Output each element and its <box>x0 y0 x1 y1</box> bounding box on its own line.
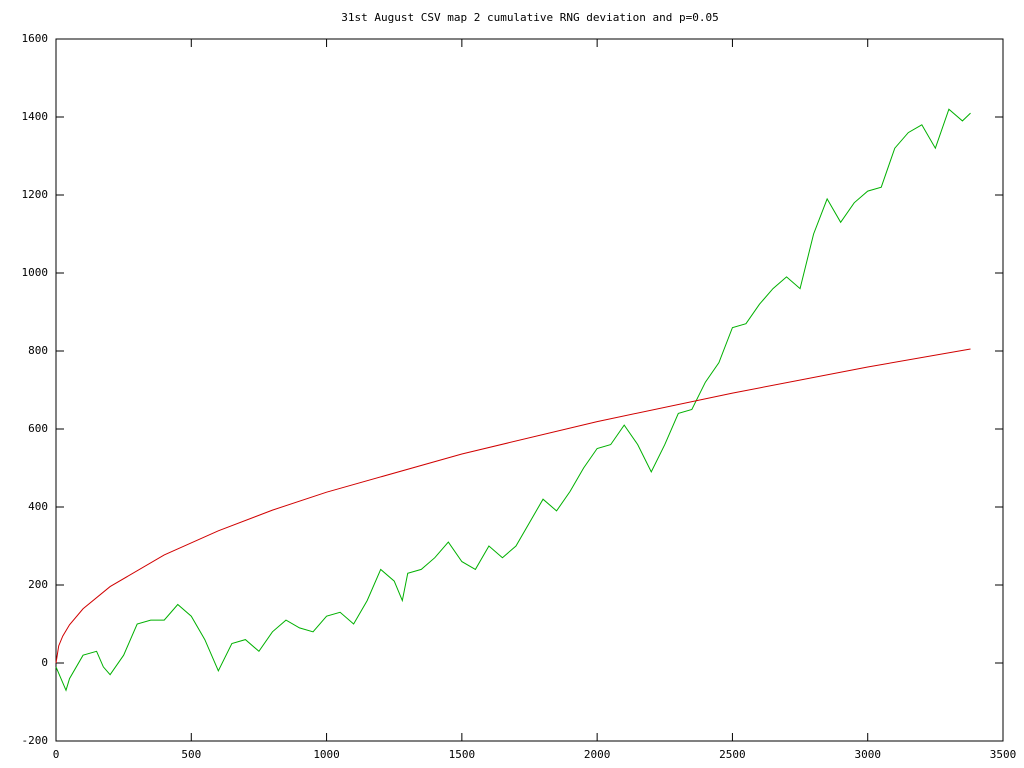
x-tick-label: 3500 <box>990 748 1017 761</box>
y-tick-label: 1000 <box>22 266 49 279</box>
x-tick-label: 1000 <box>313 748 340 761</box>
y-tick-label: 800 <box>28 344 48 357</box>
x-tick-label: 1500 <box>449 748 476 761</box>
data-line <box>55 108 971 692</box>
data-line <box>55 348 971 664</box>
y-tick-label: 1400 <box>22 110 49 123</box>
y-tick-label: -200 <box>22 734 49 747</box>
chart-title: 31st August CSV map 2 cumulative RNG dev… <box>341 11 719 24</box>
y-tick-label: 1600 <box>22 32 49 45</box>
x-tick-label: 3000 <box>854 748 881 761</box>
x-tick-label: 500 <box>181 748 201 761</box>
x-tick-label: 2500 <box>719 748 746 761</box>
y-tick-label: 0 <box>41 656 48 669</box>
x-tick-label: 0 <box>53 748 60 761</box>
y-tick-label: 400 <box>28 500 48 513</box>
x-tick-label: 2000 <box>584 748 611 761</box>
y-tick-label: 1200 <box>22 188 49 201</box>
y-tick-label: 200 <box>28 578 48 591</box>
y-tick-label: 600 <box>28 422 48 435</box>
plot-border <box>55 38 1004 742</box>
